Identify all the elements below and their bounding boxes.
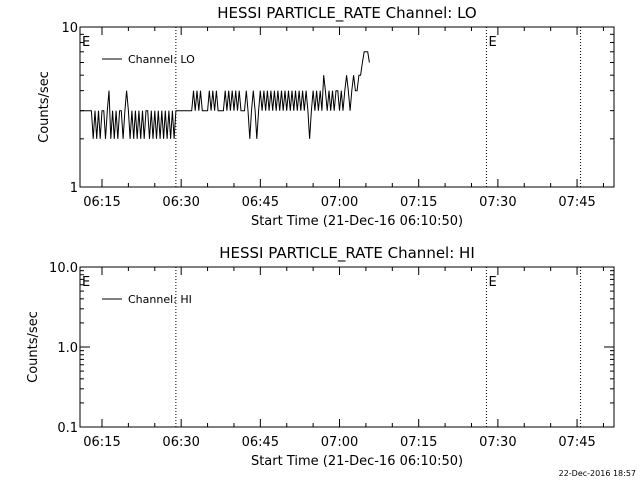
date-stamp: 22-Dec-2016 18:57	[559, 469, 636, 478]
x-tick-label: 06:30	[162, 195, 199, 210]
event-marker-label: E	[488, 35, 496, 50]
hi-channel-panel: HESSI PARTICLE_RATE Channel: HI Start Tim…	[26, 244, 615, 469]
event-marker-label: E	[488, 275, 496, 290]
chart-title: HESSI PARTICLE_RATE Channel: HI	[219, 244, 475, 263]
event-marker-label: E	[82, 35, 90, 50]
x-tick-label: 07:15	[400, 195, 437, 210]
x-axis-label: Start Time (21-Dec-16 06:10:50)	[251, 454, 463, 469]
y-axis-label: Counts/sec	[26, 311, 41, 383]
y-tick-label: 0.1	[57, 421, 78, 436]
event-marker-label: E	[82, 275, 90, 290]
lo-channel-panel: HESSI PARTICLE_RATE Channel: LO Start Tim…	[37, 4, 615, 229]
x-tick-label: 06:15	[83, 195, 120, 210]
legend-label: Channel: LO	[128, 53, 195, 66]
x-tick-label: 06:45	[242, 195, 279, 210]
x-tick-label: 07:45	[558, 435, 595, 450]
x-tick-label: 07:00	[321, 435, 358, 450]
legend-label: Channel: HI	[128, 293, 192, 306]
x-axis-label: Start Time (21-Dec-16 06:10:50)	[251, 214, 463, 229]
x-tick-label: 07:45	[558, 195, 595, 210]
x-tick-label: 06:30	[162, 435, 199, 450]
x-tick-label: 07:30	[479, 195, 516, 210]
x-tick-label: 06:15	[83, 435, 120, 450]
x-tick-label: 07:15	[400, 435, 437, 450]
y-tick-label: 1	[70, 181, 78, 196]
x-tick-label: 06:45	[242, 435, 279, 450]
plot-frame	[79, 26, 615, 188]
y-tick-label: 1.0	[57, 341, 78, 356]
series-line	[80, 51, 370, 139]
chart-title: HESSI PARTICLE_RATE Channel: LO	[217, 4, 476, 23]
y-tick-label: 10	[61, 21, 78, 36]
plot-frame	[79, 266, 615, 428]
y-axis-label: Counts/sec	[37, 71, 52, 143]
y-tick-label: 10.0	[49, 261, 78, 276]
x-tick-label: 07:00	[321, 195, 358, 210]
x-tick-label: 07:30	[479, 435, 516, 450]
